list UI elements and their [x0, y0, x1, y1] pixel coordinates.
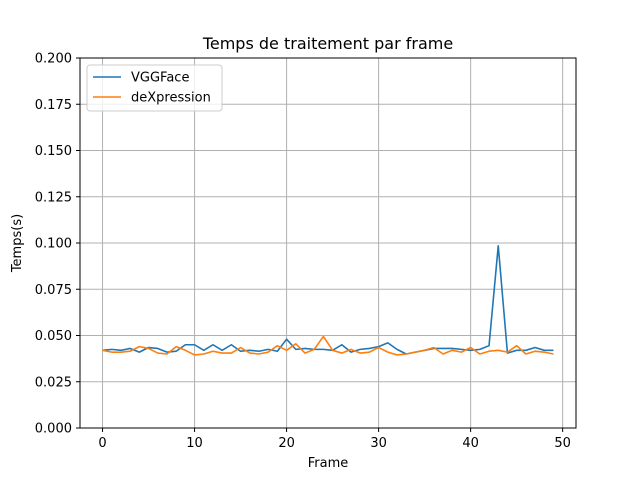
x-tick-label: 50: [554, 436, 571, 451]
chart-title: Temps de traitement par frame: [202, 34, 453, 53]
y-tick-label: 0.050: [35, 329, 72, 344]
series-line-dexpression: [102, 335, 554, 356]
y-axis-label: Temps(s): [10, 214, 25, 273]
x-tick-label: 0: [98, 436, 106, 451]
y-tick-label: 0.075: [35, 283, 72, 298]
y-tick-label: 0.200: [35, 52, 72, 67]
y-tick-label: 0.150: [35, 144, 72, 159]
legend-label: VGGFace: [131, 71, 189, 86]
series-lines: [102, 244, 554, 356]
y-tick-label: 0.100: [35, 237, 72, 252]
y-tick-label: 0.000: [35, 422, 72, 437]
grid: [80, 57, 576, 429]
x-tick-label: 40: [462, 436, 479, 451]
x-axis: 0 10 20 30 40 50: [98, 428, 571, 451]
x-axis-label: Frame: [308, 456, 349, 471]
x-tick-label: 30: [370, 436, 387, 451]
x-tick-label: 10: [186, 436, 203, 451]
y-tick-label: 0.175: [35, 98, 72, 113]
series-line-vggface: [102, 244, 554, 355]
legend-label: deXpression: [131, 91, 211, 106]
y-tick-label: 0.025: [35, 375, 72, 390]
y-tick-label: 0.125: [35, 190, 72, 205]
legend: VGGFace deXpression: [86, 64, 223, 112]
y-axis: 0.000 0.025 0.050 0.075 0.100 0.125 0.150 0.175…: [35, 52, 80, 437]
x-tick-label: 20: [278, 436, 295, 451]
